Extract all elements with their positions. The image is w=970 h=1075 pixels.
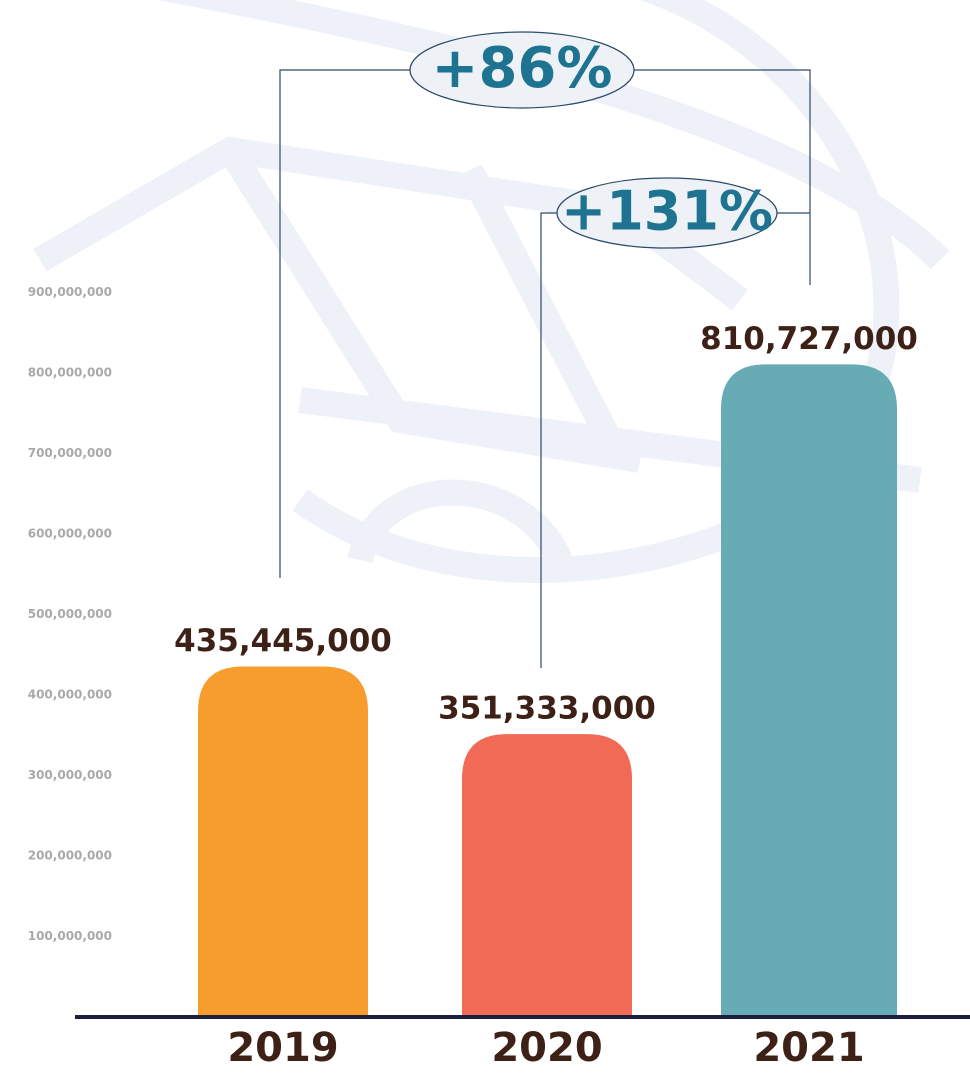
y-tick-label: 300,000,000 — [28, 768, 112, 782]
value-label: 351,333,000 — [438, 691, 656, 727]
callout-bubble — [409, 31, 635, 109]
value-label: 810,727,000 — [700, 321, 918, 357]
bar — [198, 666, 368, 1017]
bracket-line — [540, 212, 557, 668]
bracket-line — [279, 69, 410, 578]
x-tick-label: 2019 — [227, 1025, 338, 1071]
callout-bubble — [556, 177, 778, 249]
y-tick-label: 400,000,000 — [28, 688, 112, 702]
bar — [462, 734, 632, 1017]
x-tick-label: 2021 — [753, 1025, 864, 1071]
y-tick-label: 500,000,000 — [28, 607, 112, 621]
y-tick-label: 800,000,000 — [28, 366, 112, 380]
x-tick-label: 2020 — [491, 1025, 602, 1071]
y-tick-label: 900,000,000 — [28, 285, 112, 299]
bar — [721, 364, 897, 1018]
y-tick-label: 700,000,000 — [28, 446, 112, 460]
y-tick-label: 600,000,000 — [28, 527, 112, 541]
y-tick-label: 200,000,000 — [28, 849, 112, 863]
annotation: +86% — [432, 36, 613, 101]
value-label: 435,445,000 — [174, 623, 392, 659]
y-tick-label: 100,000,000 — [28, 929, 112, 943]
annotation: +131% — [561, 180, 773, 243]
